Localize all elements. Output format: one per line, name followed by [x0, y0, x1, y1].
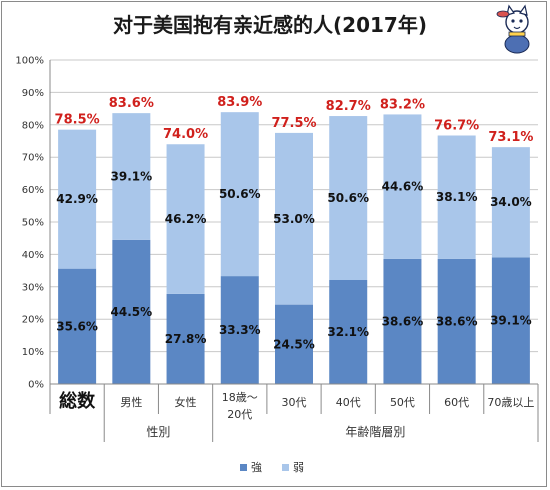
y-tick-label: 90%	[22, 88, 44, 99]
total-label: 77.5%	[271, 116, 316, 131]
data-label-strong: 24.5%	[273, 337, 315, 351]
total-label: 74.0%	[163, 127, 208, 142]
total-labels: 78.5% 83.6% 74.0% 83.9% 77.5% 82.7% 83.2% 76.7%…	[55, 95, 534, 145]
data-label-strong: 38.6%	[436, 314, 478, 328]
y-tick-label: 70%	[22, 153, 44, 164]
category-label: 40代	[336, 396, 361, 409]
bar-weak	[275, 132, 313, 305]
total-label: 73.1%	[488, 130, 533, 145]
y-tick-label: 30%	[22, 282, 44, 293]
chart-title: 对于美国抱有亲近感的人(2017年)	[113, 13, 427, 37]
category-label: 総数	[59, 390, 96, 412]
category-label: 18歳～	[222, 391, 258, 404]
y-axis-ticks: 0% 10% 20% 30% 40% 50% 60% 70% 80% 90% 100%	[15, 56, 44, 391]
data-label-strong: 38.6%	[382, 314, 424, 328]
data-label-strong: 44.5%	[111, 305, 153, 319]
bar-weak	[491, 147, 530, 258]
data-label-strong: 33.3%	[219, 323, 261, 337]
bar-weak	[112, 113, 151, 240]
y-tick-label: 50%	[22, 218, 44, 229]
category-label: 30代	[282, 396, 307, 409]
y-tick-label: 80%	[22, 120, 44, 131]
y-tick-label: 40%	[22, 250, 44, 261]
y-tick-label: 0%	[28, 380, 44, 391]
y-tick-label: 20%	[22, 315, 44, 326]
bars	[58, 112, 530, 384]
cat-mascot-icon	[496, 4, 530, 54]
total-label: 82.7%	[326, 99, 371, 114]
category-label: 女性	[175, 395, 197, 409]
total-label: 83.9%	[217, 95, 262, 110]
data-label-weak: 38.1%	[436, 190, 478, 204]
bar-weak	[437, 135, 476, 259]
total-label: 76.7%	[434, 118, 479, 133]
legend-label-weak: 弱	[293, 461, 304, 474]
data-label-weak: 46.2%	[165, 212, 207, 226]
data-label-weak: 34.0%	[490, 195, 532, 209]
bar-strong	[329, 279, 368, 384]
category-label: 50代	[390, 396, 415, 409]
bar-weak	[329, 116, 368, 280]
legend-swatch-weak	[282, 464, 289, 471]
bar-strong	[491, 257, 530, 384]
data-label-strong: 35.6%	[56, 319, 98, 333]
bar-strong	[275, 304, 313, 384]
bar-weak	[383, 114, 422, 259]
data-label-strong: 32.1%	[327, 325, 369, 339]
y-tick-label: 60%	[22, 185, 44, 196]
bar-strong	[112, 239, 151, 384]
bar-strong	[220, 276, 259, 384]
y-tick-label: 10%	[22, 347, 44, 358]
segment-labels: 35.6% 42.9% 44.5% 39.1% 27.8% 46.2% 33.3% 50.6%…	[56, 169, 531, 351]
data-label-weak: 50.6%	[219, 187, 261, 201]
data-label-weak: 39.1%	[111, 169, 153, 183]
data-label-weak: 53.0%	[273, 212, 315, 226]
data-label-strong: 39.1%	[490, 314, 532, 328]
bar-strong	[58, 268, 97, 384]
y-tick-label: 100%	[15, 56, 44, 67]
bar-weak	[166, 144, 205, 294]
data-label-weak: 44.6%	[382, 180, 424, 194]
category-label: 男性	[120, 395, 142, 409]
bar-strong	[166, 293, 205, 384]
total-label: 83.6%	[109, 96, 154, 111]
category-label: 20代	[227, 408, 252, 421]
bar-strong	[383, 258, 422, 384]
data-label-weak: 42.9%	[56, 192, 98, 206]
bar-weak	[58, 129, 97, 269]
category-label: 70歳以上	[487, 396, 534, 409]
total-label: 78.5%	[55, 113, 100, 128]
legend-label-strong: 強	[251, 461, 262, 474]
bar-strong	[437, 258, 476, 384]
legend-swatch-strong	[240, 464, 247, 471]
bar-weak	[220, 112, 259, 277]
total-label: 83.2%	[380, 97, 425, 112]
data-label-weak: 50.6%	[327, 191, 369, 205]
group-label: 年齢階層別	[345, 424, 405, 439]
category-label: 60代	[444, 396, 469, 409]
data-label-strong: 27.8%	[165, 332, 207, 346]
legend: 強 弱	[240, 461, 304, 474]
group-label: 性別	[146, 425, 170, 439]
